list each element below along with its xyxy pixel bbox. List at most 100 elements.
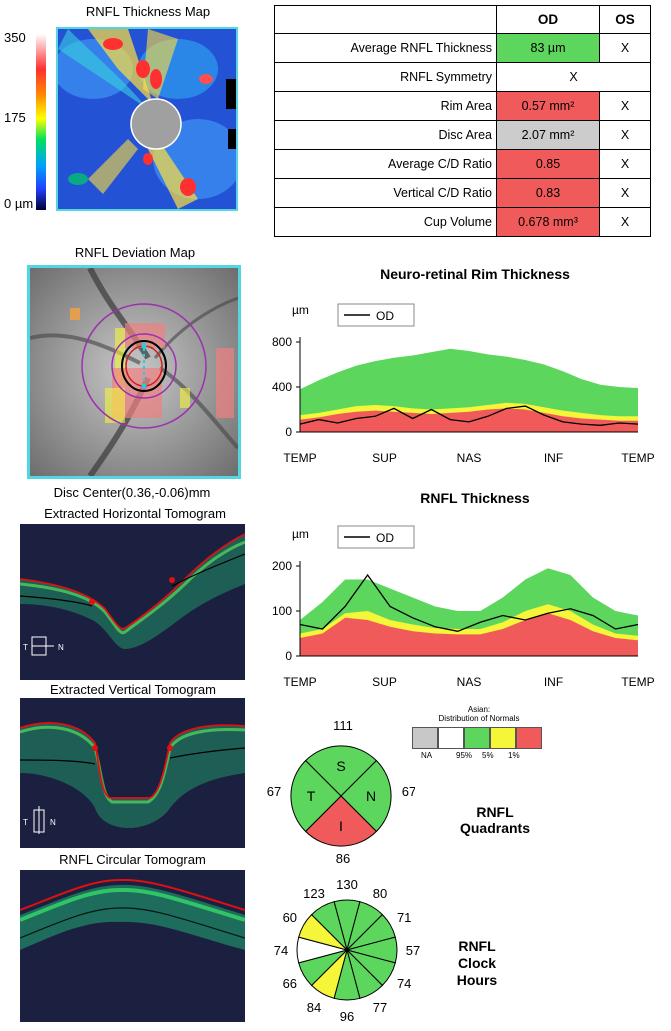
row-od-value: 83 µm	[496, 33, 600, 63]
horizontal-orient-right: N	[58, 643, 64, 652]
y-tick-label: 0	[285, 649, 292, 663]
clock-label-line3: Hours	[456, 972, 498, 988]
clock-hour-value: 66	[283, 976, 297, 991]
row-os-value: X	[599, 33, 651, 63]
vertical-tomogram-image[interactable]: T N	[20, 698, 245, 848]
quadrant-t-value: 67	[267, 784, 281, 799]
x-tick-label: INF	[544, 451, 563, 465]
thickness-scale-mid: 175	[4, 110, 26, 125]
y-tick-label: 400	[272, 380, 292, 394]
thickness-scale-min: 0 µm	[4, 196, 34, 211]
row-os-value: X	[599, 91, 651, 121]
thickness-map-image[interactable]	[56, 27, 238, 211]
clock-hour-value: 74	[274, 943, 288, 958]
rnfl-yticks: 200 100 0	[272, 559, 300, 663]
row-od-value: X	[496, 62, 651, 92]
quadrant-s-value: 111	[333, 718, 353, 733]
quadrant-slice-t	[290, 759, 342, 833]
x-tick-label: TEMP	[621, 451, 654, 465]
rim-chart-title: Neuro-retinal Rim Thickness	[380, 266, 570, 282]
row-label: Vertical C/D Ratio	[274, 178, 497, 208]
row-label: RNFL Symmetry	[274, 62, 497, 92]
od-series-line	[299, 573, 639, 632]
row-os-value: X	[599, 149, 651, 179]
quadrant-slice-i	[304, 795, 378, 847]
thickness-color-scale	[36, 34, 46, 210]
rim-yticks: 800 400 0	[272, 335, 300, 439]
legend-label-1: 1%	[508, 751, 520, 760]
quadrant-letter-i: I	[339, 818, 343, 834]
deviation-map-title: RNFL Deviation Map	[74, 245, 196, 260]
quadrant-n-value: 67	[402, 784, 415, 799]
horizontal-tomogram-image[interactable]: T N	[20, 524, 245, 680]
clock-hours-pie	[296, 899, 398, 1001]
rim-thickness-chart: µm OD 800 400 0 TEMP SUP NAS INF TEMP	[272, 303, 655, 465]
quadrants-label-line1: RNFL	[476, 804, 514, 820]
row-label: Disc Area	[274, 120, 497, 150]
legend-swatch-1b	[516, 727, 542, 749]
deviation-map-image[interactable]	[27, 265, 241, 479]
legend-swatch-1	[490, 727, 516, 749]
normals-legend-header2: Distribution of Normals	[438, 714, 520, 723]
circular-tomogram-image[interactable]	[20, 870, 245, 1022]
vertical-orient-right: N	[50, 818, 56, 827]
table-row: Vertical C/D Ratio 0.83 X	[274, 178, 651, 208]
row-label: Rim Area	[274, 91, 497, 121]
rnfl-legend-label: OD	[376, 531, 394, 545]
clock-hour-value: 71	[397, 910, 411, 925]
band-abnormal	[300, 613, 638, 656]
x-tick-label: TEMP	[283, 451, 316, 465]
row-od-value: 0.83	[496, 178, 600, 208]
rim-legend: OD	[337, 303, 415, 327]
horizontal-orient-left: T	[23, 643, 28, 652]
table-row: Rim Area 0.57 mm² X	[274, 91, 651, 121]
quadrants-label-line2: Quadrants	[459, 820, 530, 836]
clock-hour-value: 84	[307, 1000, 321, 1015]
thickness-scale-max: 350	[4, 30, 26, 45]
row-od-value: 2.07 mm²	[496, 120, 600, 150]
row-label: Average C/D Ratio	[274, 149, 497, 179]
legend-swatch-5	[464, 727, 490, 749]
clock-hours-labels: 130 80 71 57 74 77 96 84 66 74 60 123	[274, 877, 420, 1024]
rim-ylabel: µm	[292, 303, 309, 317]
col-header-os: OS	[599, 5, 651, 34]
y-tick-label: 200	[272, 559, 292, 573]
clock-hour-value: 96	[340, 1009, 354, 1024]
clock-hours-chart: 130 80 71 57 74 77 96 84 66 74 60 123	[274, 877, 420, 1024]
rnfl-legend: OD	[337, 525, 415, 549]
table-corner	[274, 5, 497, 34]
table-row: Average RNFL Thickness 83 µm X	[274, 33, 651, 63]
quadrants-pie: S N I T	[290, 745, 392, 847]
clock-hour-value: 80	[373, 886, 387, 901]
clock-hours-label: RNFL Clock Hours	[442, 938, 512, 989]
horizontal-tomogram-title: Extracted Horizontal Tomogram	[44, 506, 226, 521]
x-tick-label: TEMP	[283, 675, 316, 689]
vertical-orient-left: T	[23, 818, 28, 827]
vertical-tomogram-title: Extracted Vertical Tomogram	[50, 682, 216, 697]
legend-swatch-95	[438, 727, 464, 749]
band-abnormal	[300, 408, 638, 432]
quadrant-slice-s	[304, 745, 378, 797]
x-tick-label: TEMP	[621, 675, 654, 689]
rim-plot-area	[299, 337, 639, 433]
thickness-map-title: RNFL Thickness Map	[85, 4, 211, 19]
normals-legend-header1: Asian:	[467, 705, 491, 714]
y-tick-label: 800	[272, 335, 292, 349]
col-header-od: OD	[496, 5, 600, 34]
row-os-value: X	[599, 207, 651, 237]
metrics-table: OD OS Average RNFL Thickness 83 µm X RNF…	[274, 5, 651, 237]
clock-label-line1: RNFL	[458, 938, 496, 954]
clock-label-line2: Clock	[457, 955, 497, 971]
x-tick-label: SUP	[372, 675, 397, 689]
rnfl-ylabel: µm	[292, 527, 309, 541]
circular-tomogram-title: RNFL Circular Tomogram	[59, 852, 206, 867]
x-tick-label: SUP	[372, 451, 397, 465]
x-tick-label: INF	[544, 675, 563, 689]
disc-center-label: Disc Center(0.36,-0.06)mm	[53, 485, 211, 500]
legend-label-na: NA	[421, 751, 433, 760]
legend-label-95: 95%	[456, 751, 473, 760]
row-label: Cup Volume	[274, 207, 497, 237]
clock-slice-11	[310, 901, 348, 952]
x-tick-label: NAS	[457, 675, 482, 689]
y-tick-label: 100	[272, 604, 292, 618]
